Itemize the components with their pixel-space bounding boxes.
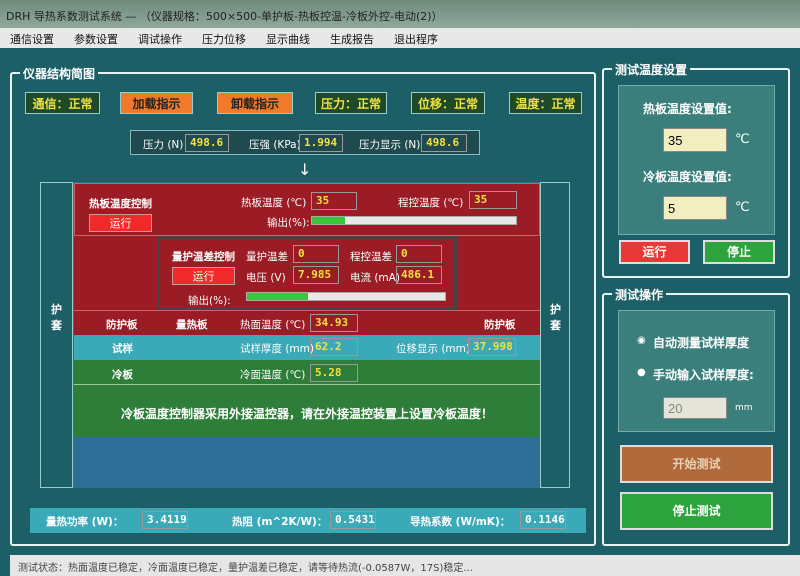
- start-test-button[interactable]: 开始测试: [620, 445, 773, 483]
- hot-set-input[interactable]: [663, 128, 727, 152]
- guard-prog-value: 0: [396, 245, 442, 263]
- plate-row: 防护板 量热板 热面温度 (℃) 34.93 防护板: [74, 310, 540, 335]
- cold-unit: ℃: [735, 200, 750, 215]
- window-title: DRH 导热系数测试系统 — （仪器规格：500×500-单护板-热板控温-冷板…: [0, 0, 800, 28]
- sample-thick-label: 试样厚度 (mm): [240, 343, 314, 355]
- res-label: 热阻 (m^2K/W)：: [232, 516, 328, 528]
- hot-temp-value: 35: [311, 192, 357, 210]
- menu-pressure[interactable]: 压力位移: [202, 33, 246, 46]
- guard-diff-value: 0: [293, 245, 339, 263]
- guard-plate-left: 防护板: [106, 319, 138, 331]
- cold-message: 冷板温度控制器采用外接温控器，请在外接温控装置上设置冷板温度！: [120, 407, 493, 421]
- disp-value: 37.998: [468, 338, 516, 356]
- radio-manual-label[interactable]: 手动输入试样厚度:: [653, 368, 754, 382]
- stop-test-button[interactable]: 停止测试: [620, 492, 773, 530]
- diagram-group: 仪器结构简图: [10, 65, 596, 546]
- indicator-load: 加载指示: [120, 92, 193, 114]
- guard-control: 量护温差控制 运行 量护温差 0 程控温差 0 电压 (V) 7.985 电流 …: [157, 236, 457, 310]
- menu-report[interactable]: 生成报告: [330, 33, 374, 46]
- arrow-down-icon: ↓: [298, 160, 312, 179]
- power-value: 3.4119: [142, 511, 188, 529]
- thickness-input[interactable]: [663, 397, 727, 419]
- disp-label: 位移显示 (mm): [396, 343, 470, 355]
- sample-thick-value: 62.2: [310, 338, 358, 356]
- volt-label: 电压 (V): [246, 272, 286, 284]
- hot-plate: 热板温度控制 运行 热板温度 (℃) 35 程控温度 (℃) 35 输出(%):: [74, 183, 540, 236]
- cold-temp-label: 冷面温度 (℃): [240, 369, 306, 381]
- stress-value: 1.994: [299, 134, 343, 152]
- guard-title: 量护温差控制: [172, 251, 235, 263]
- temp-settings-title: 测试温度设置: [612, 61, 691, 78]
- results-bar: 量热功率 (W)： 3.4119 热阻 (m^2K/W)： 0.5431 导热系…: [30, 508, 586, 533]
- hot-prog-value: 35: [469, 191, 517, 209]
- res-value: 0.5431: [330, 511, 376, 529]
- cold-set-label: 冷板温度设置值:: [643, 170, 732, 184]
- curr-value: 486.1: [396, 266, 442, 284]
- thickness-unit: mm: [735, 403, 753, 413]
- display-value: 498.6: [421, 134, 467, 152]
- status-bar: 测试状态：热面温度已稳定，冷面温度已稳定，量护温差已稳定，请等待热流(-0.05…: [10, 555, 800, 576]
- test-ops-panel: ◉ 自动测量试样厚度 ● 手动输入试样厚度: mm: [618, 310, 775, 432]
- test-ops-group: 测试操作: [602, 286, 790, 546]
- jacket-right: 护套: [540, 182, 570, 488]
- indicator-temperature: 温度：正常: [509, 92, 582, 114]
- sample-row: 试样 试样厚度 (mm) 62.2 位移显示 (mm) 37.998: [74, 335, 540, 360]
- volt-value: 7.985: [293, 266, 339, 284]
- guard-prog-label: 程控温差: [350, 251, 392, 263]
- jacket-left: 护套: [40, 182, 73, 488]
- menu-bar: 通信设置 参数设置 调试操作 压力位移 显示曲线 生成报告 退出程序: [0, 28, 800, 48]
- meter-temp-label: 热面温度 (℃): [240, 319, 306, 331]
- stress-label: 压强 (KPa): [249, 139, 301, 151]
- radio-auto-icon[interactable]: ◉: [637, 335, 646, 346]
- guard-run-button[interactable]: 运行: [172, 267, 235, 285]
- diagram-title: 仪器结构简图: [20, 65, 99, 82]
- hot-output-label: 输出(%):: [267, 217, 310, 229]
- meter-plate: 量热板: [176, 319, 208, 331]
- cold-plate: 冷板 冷面温度 (℃) 5.28 冷板温度控制器采用外接温控器，请在外接温控装置…: [74, 360, 540, 437]
- power-label: 量热功率 (W)：: [46, 516, 124, 528]
- hot-output-bar: [311, 216, 517, 225]
- guard-plate-right: 防护板: [484, 319, 516, 331]
- curr-label: 电流 (mA): [350, 272, 400, 284]
- menu-debug[interactable]: 调试操作: [138, 33, 182, 46]
- menu-curves[interactable]: 显示曲线: [266, 33, 310, 46]
- hot-set-label: 热板温度设置值:: [643, 102, 732, 116]
- cold-label: 冷板: [112, 369, 133, 381]
- meter-temp-value: 34.93: [310, 314, 358, 332]
- hot-plate-title: 热板温度控制: [89, 198, 152, 210]
- temp-settings-group: 测试温度设置: [602, 61, 790, 278]
- radio-manual-icon[interactable]: ●: [637, 367, 646, 378]
- cold-temp-value: 5.28: [310, 364, 358, 382]
- temp-run-button[interactable]: 运行: [619, 240, 690, 264]
- indicator-unload: 卸载指示: [217, 92, 293, 114]
- radio-auto-label[interactable]: 自动测量试样厚度: [653, 336, 750, 350]
- temp-settings-panel: 热板温度设置值: ℃ 冷板温度设置值: ℃: [618, 85, 775, 235]
- sample-label: 试样: [112, 343, 133, 355]
- guard-diff-label: 量护温差: [246, 251, 288, 263]
- guard-output-label: 输出(%):: [188, 295, 231, 307]
- k-label: 导热系数 (W/mK)：: [410, 516, 511, 528]
- force-value: 498.6: [185, 134, 229, 152]
- pressure-row: 压力 (N) 498.6 压强 (KPa) 1.994 压力显示 (N) 498…: [130, 130, 480, 155]
- menu-comm[interactable]: 通信设置: [10, 33, 54, 46]
- hot-prog-label: 程控温度 (℃): [398, 197, 464, 209]
- indicator-comm: 通信：正常: [25, 92, 100, 114]
- menu-params[interactable]: 参数设置: [74, 33, 118, 46]
- cold-set-input[interactable]: [663, 196, 727, 220]
- temp-stop-button[interactable]: 停止: [703, 240, 775, 264]
- hot-temp-label: 热板温度 (℃): [241, 197, 307, 209]
- k-value: 0.1146: [520, 511, 566, 529]
- hot-unit: ℃: [735, 132, 750, 147]
- hot-plate-run-button[interactable]: 运行: [89, 214, 152, 232]
- indicator-displacement: 位移：正常: [411, 92, 485, 114]
- indicator-pressure: 压力：正常: [315, 92, 387, 114]
- test-ops-title: 测试操作: [612, 286, 667, 303]
- display-label: 压力显示 (N): [359, 139, 421, 151]
- guard-output-bar: [246, 292, 446, 301]
- force-label: 压力 (N): [143, 139, 184, 151]
- menu-exit[interactable]: 退出程序: [394, 33, 438, 46]
